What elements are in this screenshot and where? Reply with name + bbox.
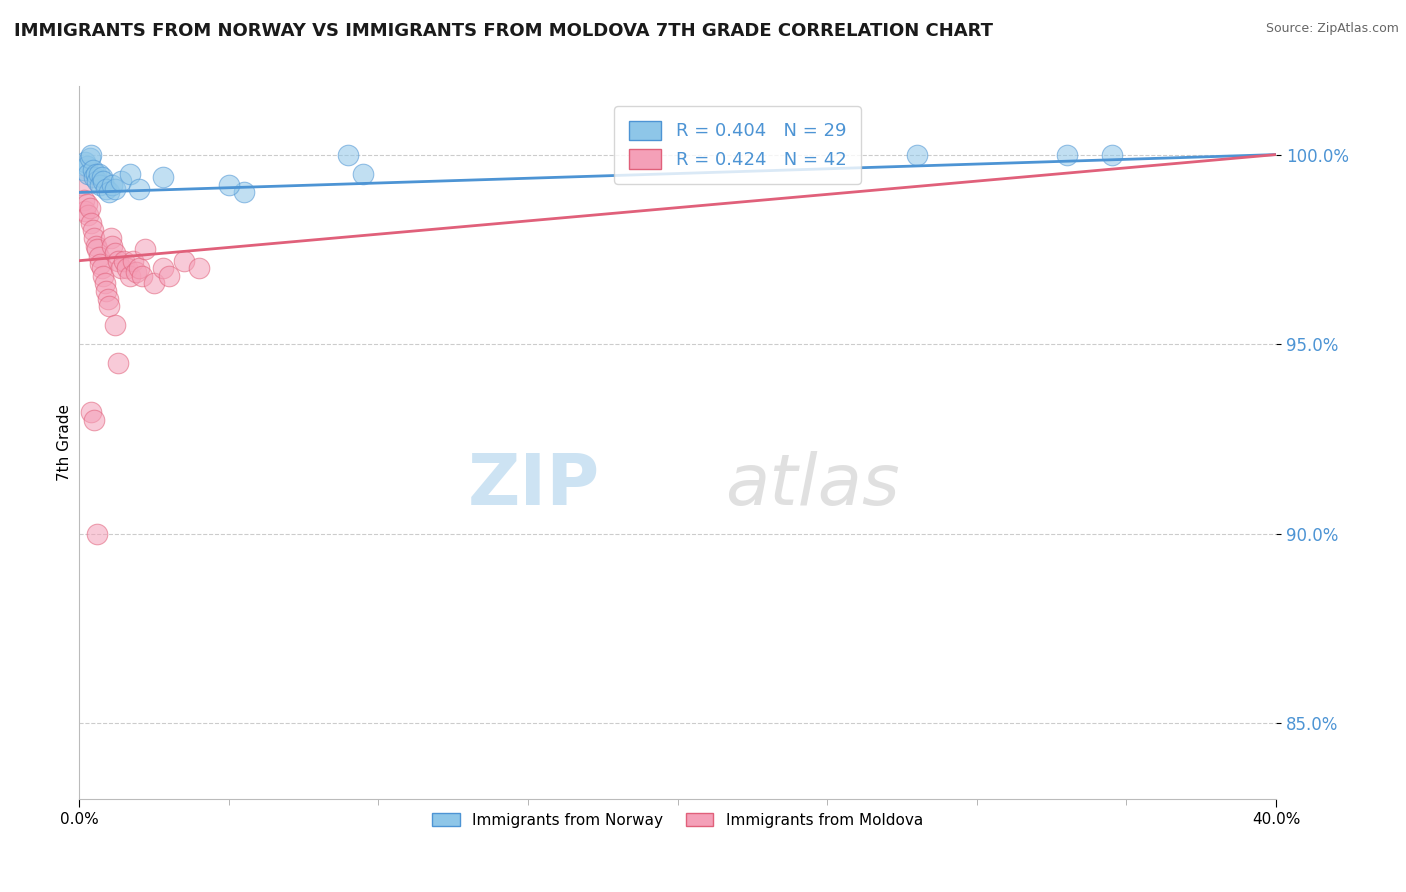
Point	[91, 174, 114, 188]
Point	[128, 261, 150, 276]
Text: ZIP: ZIP	[468, 450, 600, 520]
Point	[157, 268, 180, 283]
Point	[82, 162, 104, 177]
Point	[89, 257, 111, 271]
Point	[110, 261, 132, 276]
Point	[86, 174, 108, 188]
Point	[152, 261, 174, 276]
Point	[173, 253, 195, 268]
Point	[80, 147, 103, 161]
Point	[93, 277, 115, 291]
Point	[118, 167, 141, 181]
Point	[118, 268, 141, 283]
Point	[218, 178, 240, 192]
Point	[187, 261, 209, 276]
Point	[80, 405, 103, 419]
Point	[337, 147, 360, 161]
Point	[96, 292, 118, 306]
Legend: Immigrants from Norway, Immigrants from Moldova: Immigrants from Norway, Immigrants from …	[426, 806, 929, 834]
Point	[91, 268, 114, 283]
Point	[112, 253, 135, 268]
Point	[142, 277, 165, 291]
Point	[104, 246, 127, 260]
Point	[107, 356, 129, 370]
Point	[87, 250, 110, 264]
Point	[232, 186, 254, 200]
Point	[79, 152, 101, 166]
Point	[86, 526, 108, 541]
Point	[89, 178, 111, 192]
Point	[128, 182, 150, 196]
Point	[70, 178, 93, 192]
Point	[76, 197, 98, 211]
Point	[77, 167, 100, 181]
Point	[72, 162, 94, 177]
Point	[90, 261, 112, 276]
Point	[1101, 147, 1123, 161]
Point	[94, 182, 117, 196]
Point	[131, 268, 153, 283]
Point	[104, 182, 127, 196]
Point	[134, 243, 156, 257]
Point	[100, 231, 122, 245]
Point	[80, 216, 103, 230]
Point	[72, 193, 94, 207]
Point	[83, 413, 105, 427]
Point	[98, 299, 121, 313]
Point	[905, 147, 928, 161]
Point	[1056, 147, 1078, 161]
Text: Source: ZipAtlas.com: Source: ZipAtlas.com	[1265, 22, 1399, 36]
Point	[107, 253, 129, 268]
Point	[101, 238, 124, 252]
Point	[110, 174, 132, 188]
Point	[98, 186, 121, 200]
Text: atlas: atlas	[725, 450, 900, 520]
Point	[79, 201, 101, 215]
Point	[76, 159, 98, 173]
Point	[90, 170, 112, 185]
Point	[84, 238, 107, 252]
Point	[94, 284, 117, 298]
Point	[115, 261, 138, 276]
Point	[352, 167, 374, 181]
Point	[75, 204, 97, 219]
Point	[87, 167, 110, 181]
Point	[122, 253, 145, 268]
Point	[83, 170, 105, 185]
Point	[83, 231, 105, 245]
Point	[125, 265, 148, 279]
Point	[82, 223, 104, 237]
Y-axis label: 7th Grade: 7th Grade	[58, 404, 72, 481]
Point	[152, 170, 174, 185]
Point	[84, 167, 107, 181]
Point	[77, 208, 100, 222]
Point	[75, 155, 97, 169]
Point	[104, 318, 127, 332]
Text: IMMIGRANTS FROM NORWAY VS IMMIGRANTS FROM MOLDOVA 7TH GRADE CORRELATION CHART: IMMIGRANTS FROM NORWAY VS IMMIGRANTS FRO…	[14, 22, 993, 40]
Point	[86, 243, 108, 257]
Point	[101, 178, 124, 192]
